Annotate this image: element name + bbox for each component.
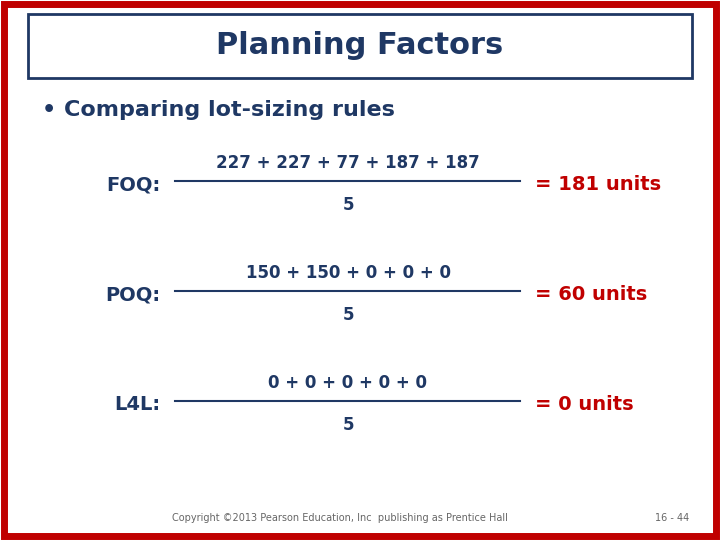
Text: = 0 units: = 0 units <box>535 395 634 415</box>
Text: 16 - 44: 16 - 44 <box>655 513 689 523</box>
Text: 227 + 227 + 77 + 187 + 187: 227 + 227 + 77 + 187 + 187 <box>216 154 480 172</box>
Text: Copyright ©2013 Pearson Education, Inc  publishing as Prentice Hall: Copyright ©2013 Pearson Education, Inc p… <box>172 513 508 523</box>
Text: 5: 5 <box>342 196 354 214</box>
Text: 5: 5 <box>342 416 354 434</box>
Text: = 181 units: = 181 units <box>535 176 661 194</box>
Text: FOQ:: FOQ: <box>106 176 160 194</box>
Text: 0 + 0 + 0 + 0 + 0: 0 + 0 + 0 + 0 + 0 <box>269 374 428 392</box>
Text: POQ:: POQ: <box>105 286 160 305</box>
Text: 5: 5 <box>342 306 354 324</box>
Text: L4L:: L4L: <box>114 395 160 415</box>
FancyBboxPatch shape <box>28 14 692 78</box>
Text: 150 + 150 + 0 + 0 + 0: 150 + 150 + 0 + 0 + 0 <box>246 264 451 282</box>
Text: • Comparing lot-sizing rules: • Comparing lot-sizing rules <box>42 100 395 120</box>
Text: = 60 units: = 60 units <box>535 286 647 305</box>
Text: Planning Factors: Planning Factors <box>217 31 503 60</box>
FancyBboxPatch shape <box>4 4 716 536</box>
